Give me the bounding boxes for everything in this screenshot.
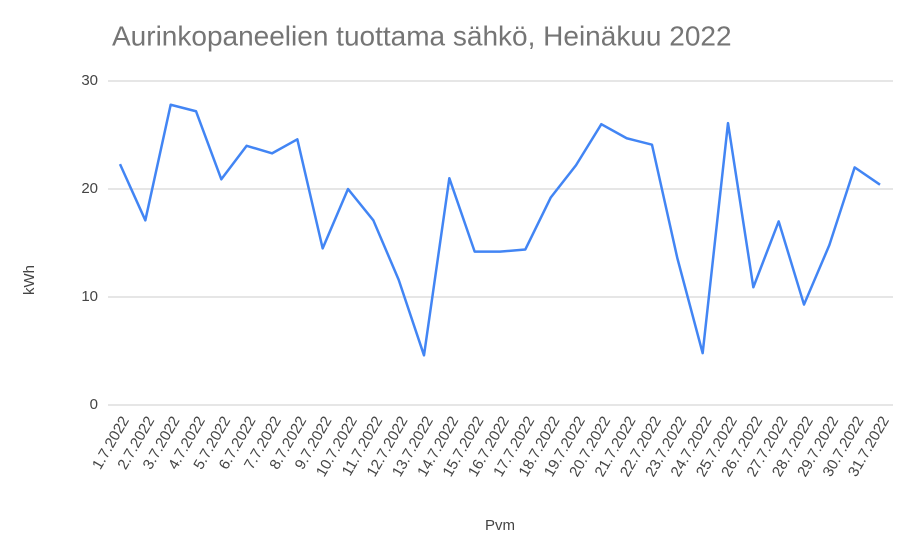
y-tick-label: 0 xyxy=(90,396,98,413)
x-axis-title: Pvm xyxy=(485,517,515,534)
y-tick-label: 20 xyxy=(81,180,98,197)
data-line xyxy=(118,103,881,357)
chart-title: Aurinkopaneelien tuottama sähkö, Heinäku… xyxy=(112,20,732,51)
y-tick-label: 30 xyxy=(81,72,98,89)
y-axis-title: kWh xyxy=(21,265,38,295)
y-tick-label: 10 xyxy=(81,288,98,305)
